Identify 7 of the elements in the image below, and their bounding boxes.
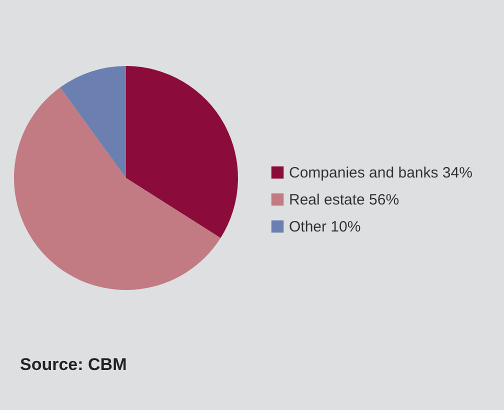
legend-label: Other 10% [289, 218, 361, 236]
pie-slice [14, 87, 221, 290]
pie-slice [60, 66, 126, 178]
pie-slice [126, 66, 238, 238]
legend-label: Companies and banks 34% [289, 164, 472, 182]
legend-label: Real estate 56% [289, 192, 400, 208]
source-note: Source: CBM [20, 355, 127, 374]
